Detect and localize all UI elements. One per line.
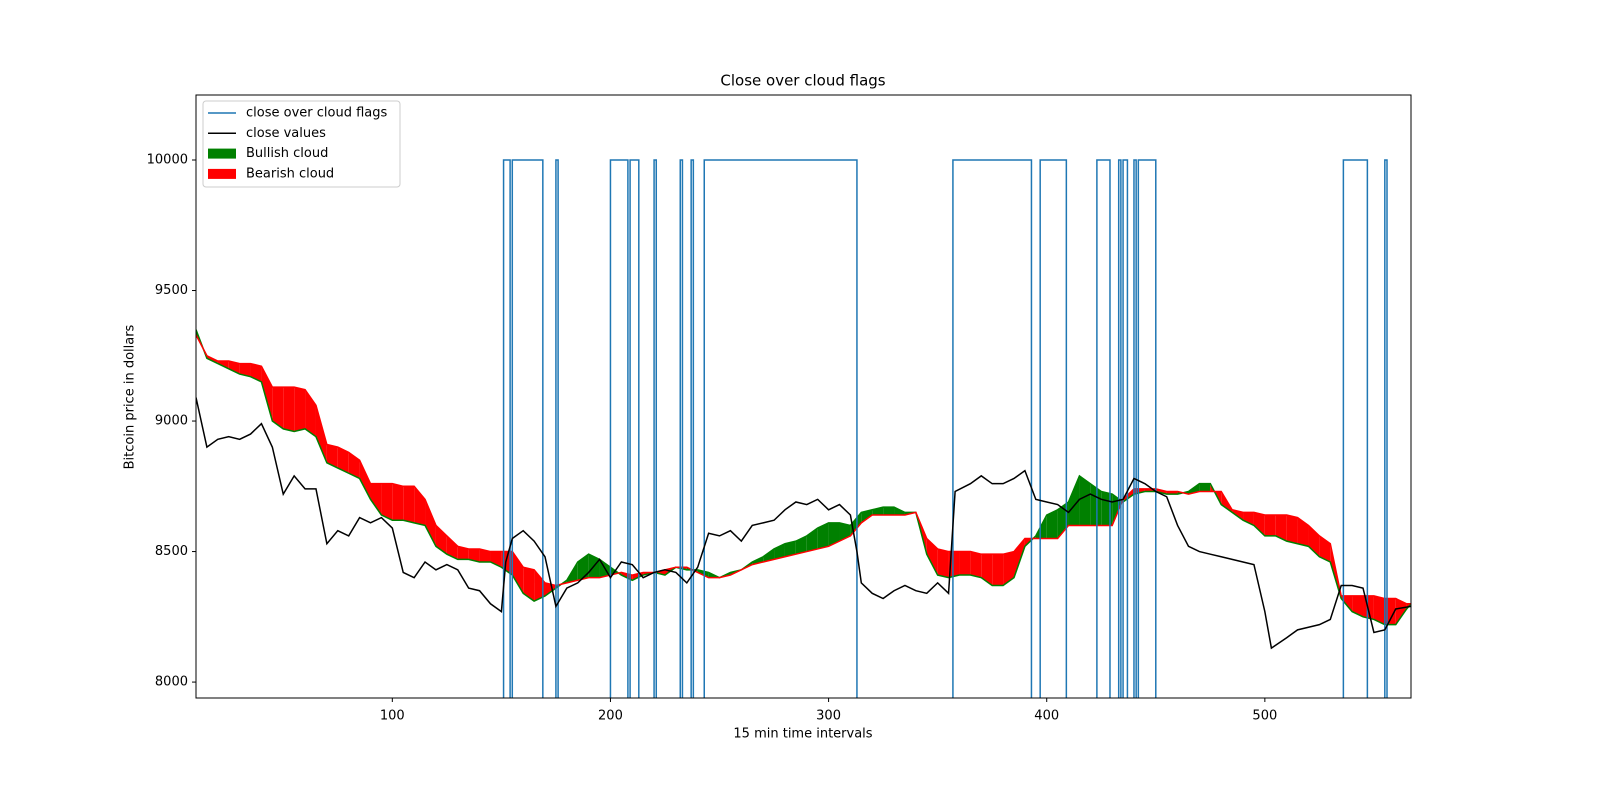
y-tick-label: 9500: [155, 283, 188, 298]
cloud-segment: [861, 509, 873, 523]
cloud-segment: [446, 535, 458, 560]
cloud-segment: [883, 507, 895, 516]
x-tick-label: 300: [816, 709, 841, 724]
cloud-segment: [1199, 483, 1211, 492]
plot-area: [196, 159, 1411, 698]
cloud-segment: [239, 363, 251, 377]
cloud-segment: [414, 486, 426, 526]
cloud-segment: [828, 522, 840, 547]
cloud-segment: [512, 551, 524, 594]
cloud-segment: [370, 483, 382, 516]
cloud-segment: [326, 444, 338, 469]
cloud-segment: [763, 548, 775, 562]
cloud-segment: [1243, 512, 1254, 526]
cloud-segment: [1079, 475, 1091, 526]
x-tick-label: 500: [1252, 709, 1277, 724]
cloud-segment: [1210, 483, 1222, 505]
cloud-segment: [981, 554, 993, 586]
cloud-segment: [381, 483, 393, 521]
x-tick-label: 200: [598, 709, 623, 724]
legend-box: [202, 100, 401, 188]
cloud-span-b: [196, 334, 1411, 605]
cloud-segment: [468, 548, 480, 562]
cloud-segment: [425, 499, 436, 547]
legend-patch: [208, 148, 236, 159]
plot-frame: [195, 94, 1412, 699]
cloud-segment: [545, 582, 556, 596]
cloud-segment: [359, 460, 371, 500]
cloud-segment: [337, 447, 349, 474]
flags-line: [502, 159, 1388, 698]
cloud-span-a: [196, 329, 1411, 626]
cloud-segment: [283, 387, 295, 432]
cloud-segment: [1264, 515, 1276, 536]
cloud-segment: [817, 522, 829, 549]
cloud-segment: [435, 525, 447, 555]
cloud-segment: [1297, 517, 1309, 547]
cloud-segment: [872, 507, 884, 516]
close-line: [196, 397, 1411, 650]
y-axis-label: Bitcoin price in dollars: [123, 324, 138, 469]
cloud-segment: [305, 389, 316, 437]
cloud-segment: [937, 548, 949, 578]
x-axis-label: 15 min time intervals: [733, 727, 872, 742]
cloud-segment: [457, 546, 469, 560]
legend-label: Bullish cloud: [246, 146, 328, 161]
cloud-segment: [1003, 551, 1014, 586]
cloud-segment: [992, 554, 1004, 586]
cloud-segment: [315, 405, 327, 463]
y-tick-label: 8000: [155, 675, 188, 690]
legend-patch: [208, 168, 236, 179]
cloud-segment: [1046, 509, 1058, 539]
x-tick-label: 400: [1034, 709, 1059, 724]
cloud-segment: [959, 551, 971, 576]
cloud-segment: [1286, 515, 1298, 544]
legend-label: Bearish cloud: [246, 166, 334, 181]
y-tick-label: 8500: [155, 544, 188, 559]
cloud-segment: [523, 567, 535, 602]
cloud-segment: [479, 548, 491, 562]
cloud-segment: [294, 387, 306, 432]
cloud-segment: [1373, 595, 1385, 625]
cloud-segment: [272, 387, 284, 429]
cloud-segment: [1275, 515, 1287, 542]
cloud-segment: [784, 541, 796, 557]
cloud-segment: [1253, 512, 1265, 536]
cloud-segment: [261, 366, 273, 422]
cloud-segment: [774, 543, 785, 560]
x-tick-label: 100: [380, 709, 405, 724]
legend-label: close values: [246, 126, 326, 141]
cloud-segment: [403, 486, 415, 523]
chart-title: Close over cloud flags: [720, 72, 885, 90]
cloud-segment: [1395, 598, 1407, 625]
cloud-segment: [228, 360, 240, 375]
cloud-segment: [1090, 483, 1102, 526]
cloud-segment: [1068, 475, 1080, 526]
cloud-segment: [1352, 595, 1364, 617]
cloud-segment: [926, 538, 938, 576]
cloud-segment: [970, 551, 982, 578]
y-tick-label: 10000: [147, 152, 188, 167]
y-tick-label: 9000: [155, 414, 188, 429]
cloud-segment: [392, 483, 404, 521]
legend-label: close over cloud flags: [246, 106, 387, 121]
